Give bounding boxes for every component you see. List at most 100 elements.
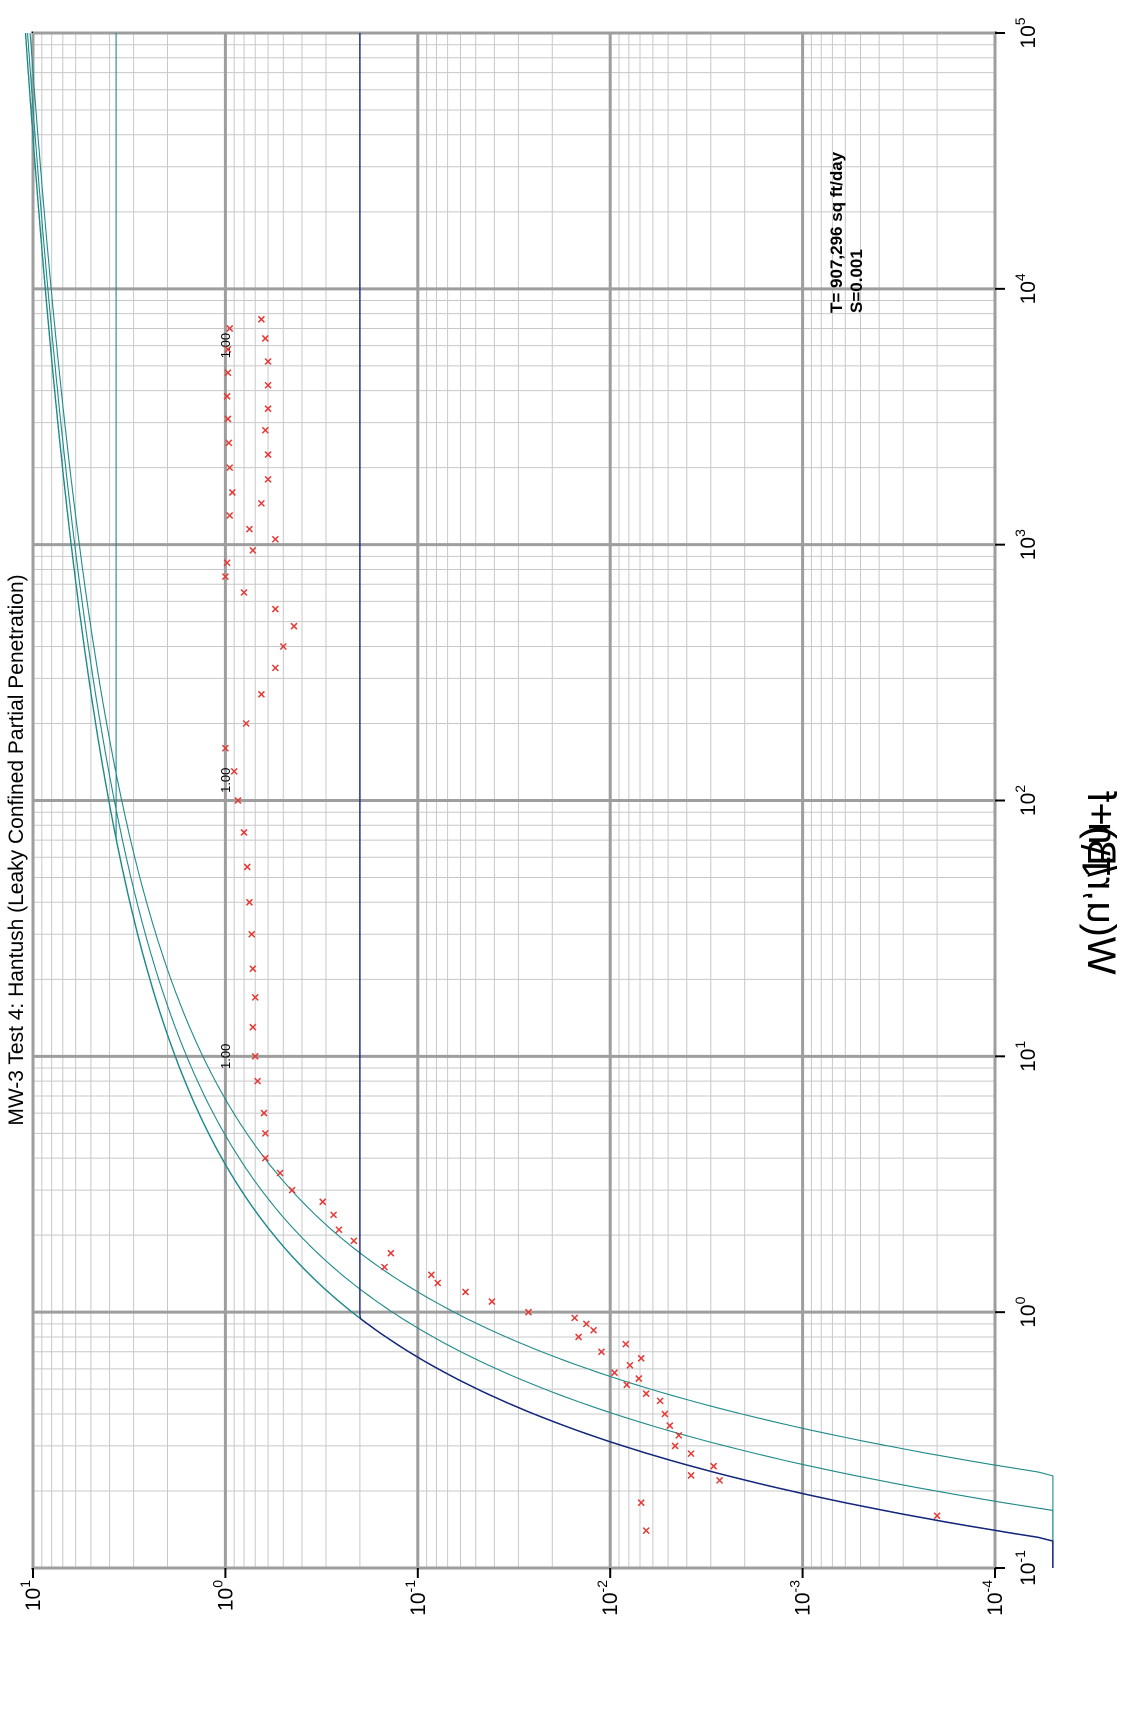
chart-title: MW-3 Test 4: Hantush (Leaky Confined Par… — [5, 574, 28, 1125]
y-tick-label: 10-2 — [594, 1580, 622, 1616]
data-point — [264, 451, 272, 459]
data-point-stroke — [288, 1186, 296, 1194]
data-point — [637, 1354, 645, 1362]
data-point — [279, 642, 287, 651]
data-point — [656, 1397, 664, 1405]
data-point-stroke — [671, 1442, 679, 1450]
data-point — [242, 719, 250, 728]
data-point-stroke — [243, 863, 251, 871]
matched-type-curve — [359, 33, 1054, 1568]
data-point — [582, 1320, 590, 1328]
y-tick-label: 10-3 — [787, 1580, 815, 1616]
data-point-stroke — [264, 405, 272, 413]
data-point-stroke — [642, 1390, 650, 1398]
data-point-stroke — [350, 1237, 358, 1245]
data-point — [264, 381, 272, 389]
data-point — [226, 324, 234, 332]
data-point-stroke — [626, 1361, 634, 1369]
data-point — [240, 828, 248, 836]
data-point-stroke — [254, 1077, 262, 1085]
data-point — [245, 525, 253, 533]
data-point-stroke — [249, 965, 257, 973]
data-point-stroke — [240, 588, 248, 597]
data-point-stroke — [710, 1462, 718, 1470]
data-point — [335, 1226, 343, 1234]
data-point — [226, 464, 234, 472]
data-point-stroke — [271, 535, 279, 543]
annotation-transmissivity: T= 907,296 sq ft/day — [827, 151, 846, 313]
data-point — [261, 334, 269, 342]
data-point — [223, 559, 231, 567]
data-point — [642, 1390, 650, 1398]
data-point-stroke — [257, 315, 265, 323]
data-point — [234, 796, 242, 805]
data-point-stroke — [610, 1369, 619, 1377]
data-point — [622, 1340, 630, 1348]
type-curve-label: 1.00 — [218, 1044, 233, 1069]
type-curve-label: 1.00 — [218, 768, 233, 793]
data-point-stroke — [226, 324, 234, 332]
data-point — [260, 1109, 268, 1117]
data-point-stroke — [234, 796, 242, 805]
data-point — [249, 1023, 257, 1031]
y-tick-label: 10-4 — [979, 1580, 1007, 1616]
data-point-stroke — [380, 1263, 389, 1271]
data-point-stroke — [261, 334, 269, 342]
data-point — [271, 605, 279, 613]
data-point-stroke — [434, 1279, 442, 1287]
data-point-stroke — [228, 488, 236, 496]
data-point — [350, 1237, 358, 1245]
data-point — [243, 863, 251, 871]
data-point-stroke — [276, 1169, 284, 1177]
data-point — [228, 488, 236, 496]
data-point — [221, 573, 229, 581]
data-point-stroke — [675, 1431, 683, 1439]
data-point — [248, 930, 256, 938]
data-point-stroke — [261, 1129, 269, 1137]
data-point-stroke — [335, 1226, 343, 1234]
data-point — [271, 535, 279, 543]
data-point-stroke — [622, 1340, 630, 1348]
data-point-stroke — [249, 1023, 257, 1031]
data-point — [671, 1442, 679, 1450]
data-point — [245, 898, 253, 906]
data-point — [224, 415, 232, 423]
data-point-stroke — [290, 622, 298, 630]
data-point — [687, 1471, 695, 1479]
data-point-stroke — [223, 392, 231, 400]
data-point — [710, 1462, 718, 1470]
data-point — [254, 1077, 262, 1085]
data-point — [716, 1476, 724, 1484]
data-point — [264, 357, 272, 366]
data-point-stroke — [226, 464, 234, 472]
data-point-stroke — [330, 1211, 338, 1219]
data-point-stroke — [635, 1375, 643, 1383]
data-point-stroke — [223, 559, 231, 567]
data-point-stroke — [242, 719, 250, 728]
data-point-stroke — [271, 664, 279, 672]
data-point-stroke — [261, 426, 269, 434]
data-point-stroke — [933, 1512, 941, 1520]
data-point — [642, 1527, 650, 1535]
data-point-stroke — [642, 1527, 650, 1535]
data-point-stroke — [716, 1476, 724, 1484]
data-point-stroke — [461, 1288, 470, 1296]
data-point-stroke — [488, 1298, 496, 1306]
data-point-stroke — [623, 1381, 631, 1389]
data-point-stroke — [224, 369, 232, 377]
data-point-stroke — [319, 1198, 327, 1206]
data-point-stroke — [666, 1422, 674, 1430]
data-point-stroke — [245, 898, 253, 906]
y-axis-title: W(u,r/B)+f — [1079, 790, 1123, 974]
data-point — [251, 993, 259, 1001]
data-point — [666, 1422, 674, 1430]
annotation-storativity: S=0.001 — [847, 249, 866, 313]
data-point-stroke — [571, 1314, 579, 1322]
data-point-stroke — [656, 1397, 664, 1405]
data-point-stroke — [264, 475, 272, 483]
data-points — [221, 315, 941, 1535]
data-point-stroke — [264, 451, 272, 459]
data-point — [626, 1361, 634, 1369]
data-point — [221, 744, 229, 752]
